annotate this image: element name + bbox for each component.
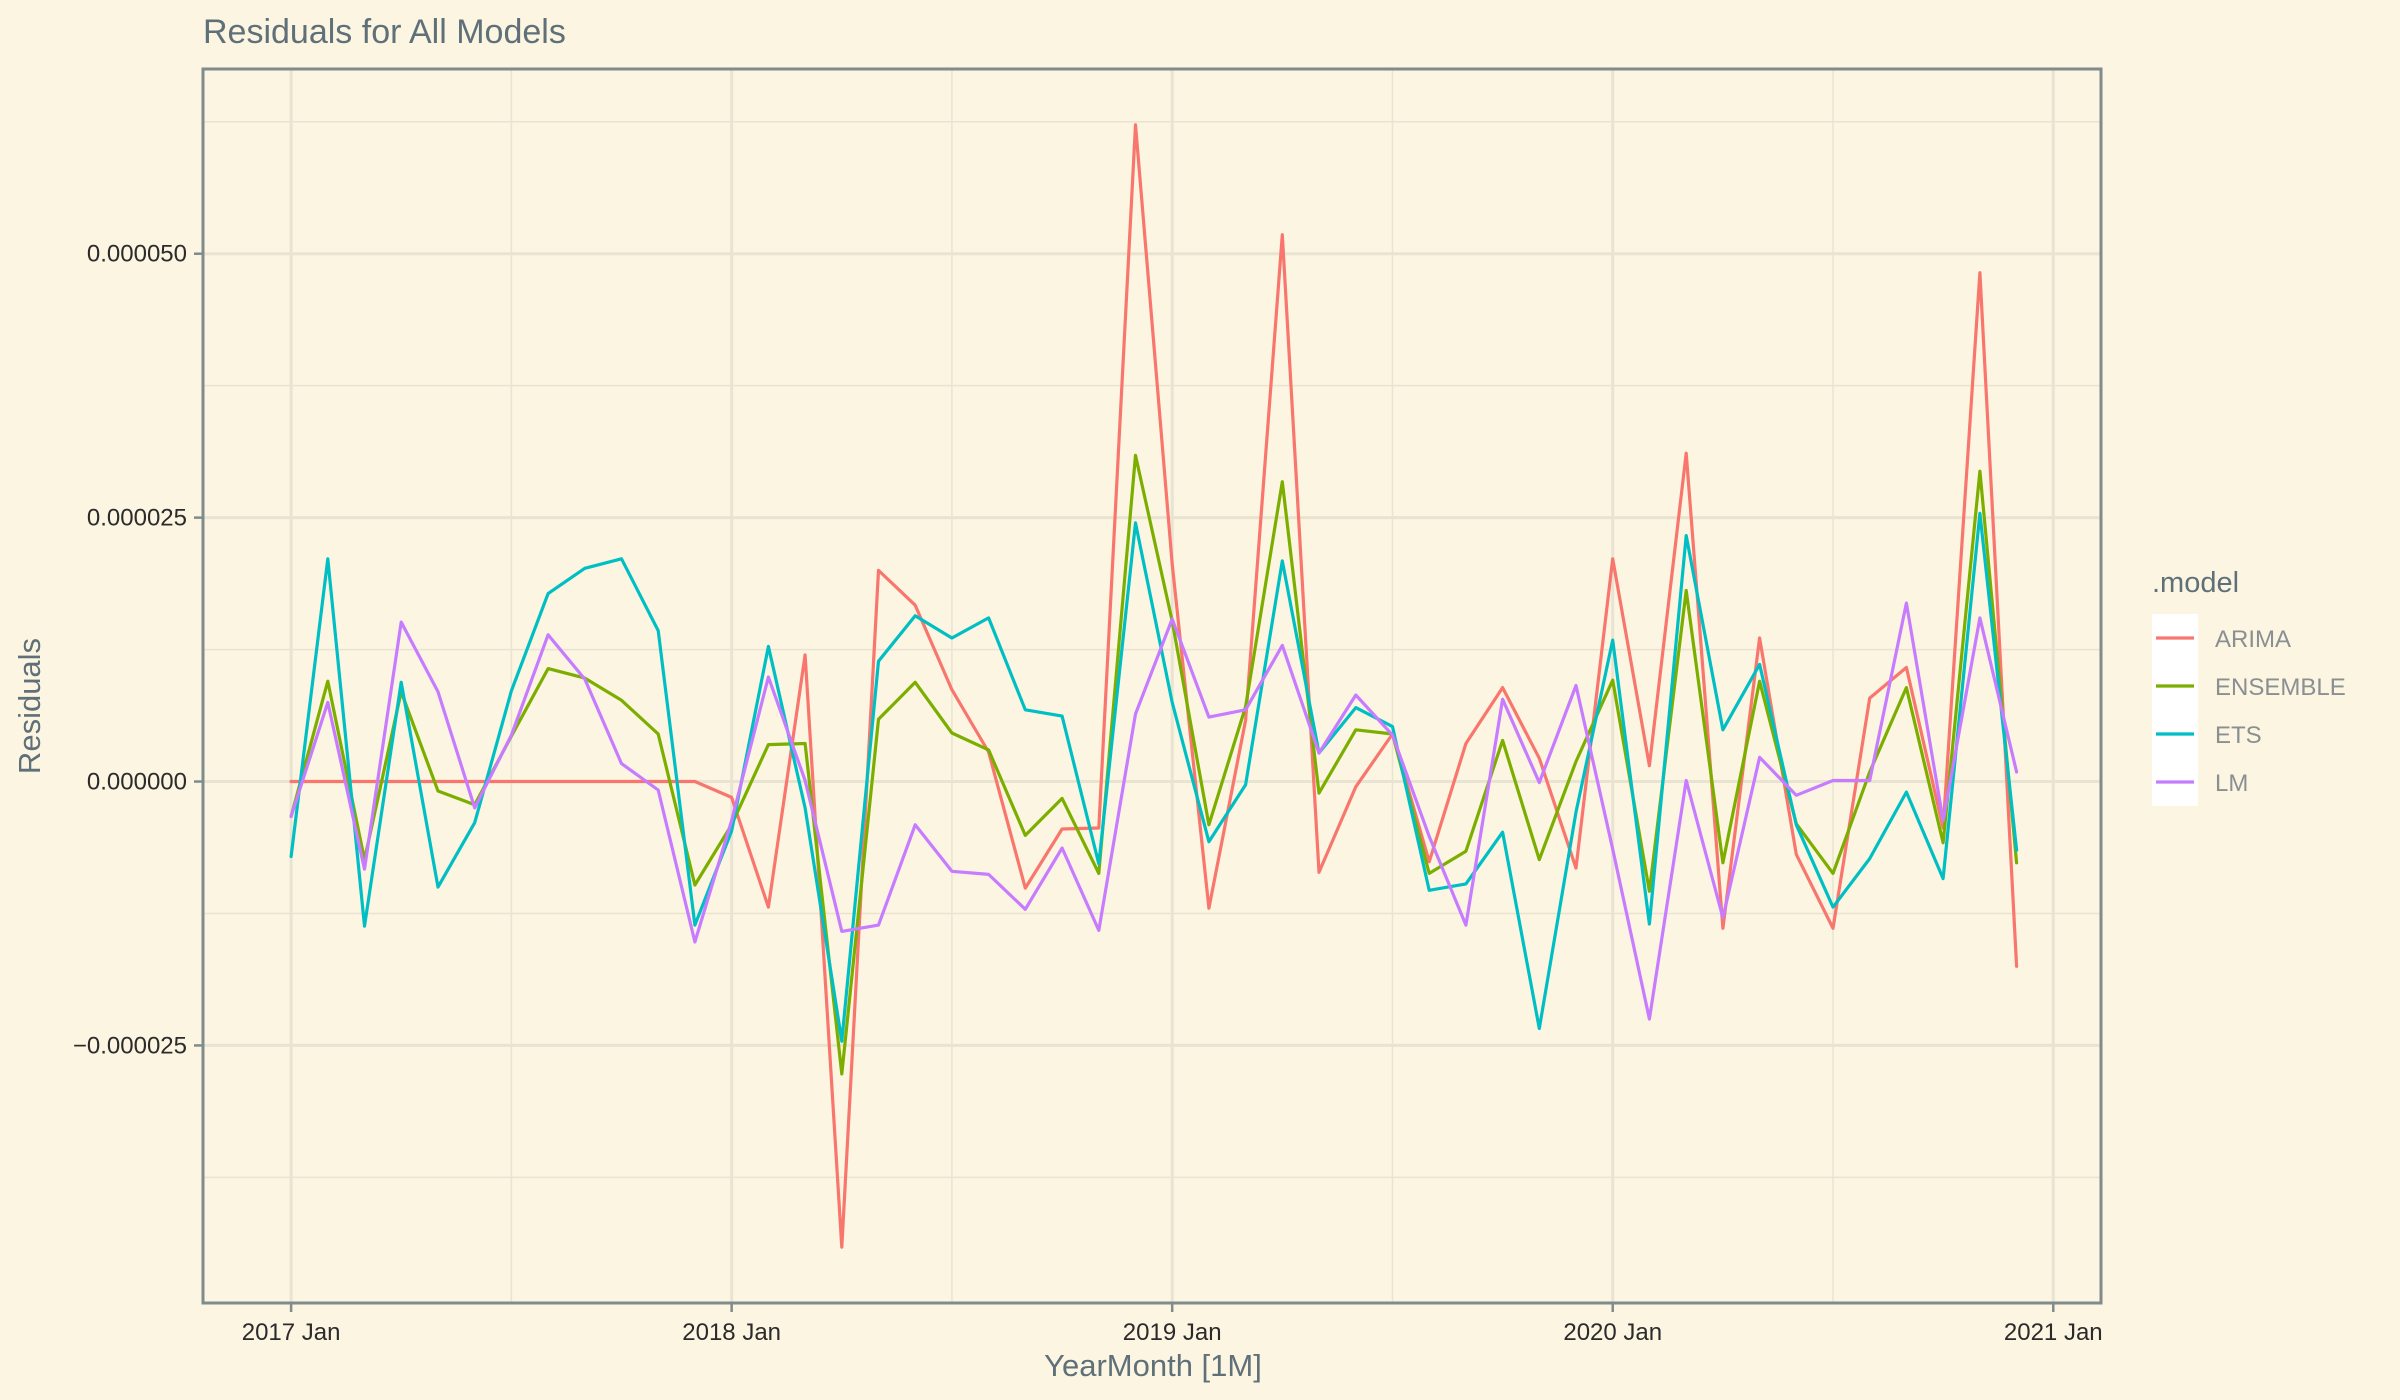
- x-tick-label: 2020 Jan: [1563, 1319, 1662, 1346]
- y-tick-label: 0.000000: [87, 769, 187, 796]
- x-axis: 2017 Jan 2018 Jan 2019 Jan 2020 Jan 2021 Jan: [242, 1303, 2103, 1346]
- plot-panel: [203, 69, 2101, 1303]
- series-line-lm: [289, 601, 2019, 1021]
- series-lines: [289, 123, 2019, 1249]
- plot-border: [201, 67, 2103, 1305]
- legend-label-ets: ETS: [2215, 722, 2262, 749]
- legend-title: .model: [2152, 567, 2239, 599]
- y-tick-label: 0.000050: [87, 241, 187, 268]
- y-axis-title: Residuals: [12, 638, 47, 774]
- legend: .model ARIMA ENSEMBLE ETS LM: [2152, 567, 2346, 806]
- legend-items: ARIMA ENSEMBLE ETS LM: [2152, 614, 2346, 806]
- y-axis: −0.000025 0.000000 0.000025 0.000050: [73, 241, 203, 1059]
- y-tick-label: 0.000025: [87, 505, 187, 532]
- minor-gridlines: [203, 69, 2101, 1303]
- series-line-ets: [289, 511, 2019, 1043]
- x-tick-label: 2017 Jan: [242, 1319, 341, 1346]
- legend-label-arima: ARIMA: [2215, 626, 2291, 653]
- x-tick-label: 2018 Jan: [682, 1319, 781, 1346]
- series-line-ensemble: [289, 453, 2019, 1076]
- y-tick-label: −0.000025: [73, 1032, 187, 1059]
- legend-label-ensemble: ENSEMBLE: [2215, 674, 2346, 701]
- x-tick-label: 2019 Jan: [1123, 1319, 1222, 1346]
- chart-title: Residuals for All Models: [203, 13, 566, 51]
- x-axis-title: YearMonth [1M]: [1044, 1348, 1262, 1383]
- series-line-arima: [289, 123, 2019, 1249]
- plot-area: [201, 67, 2103, 1305]
- legend-label-lm: LM: [2215, 770, 2248, 797]
- x-tick-label: 2021 Jan: [2004, 1319, 2103, 1346]
